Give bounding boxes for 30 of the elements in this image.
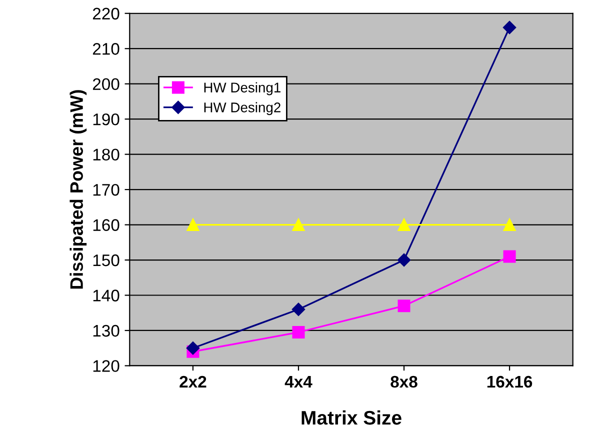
y-tick-label: 160 — [93, 219, 120, 231]
y-tick-label: 190 — [93, 113, 120, 126]
y-tick-label: 150 — [93, 254, 120, 266]
x-tick-label: 2x2 — [180, 376, 206, 388]
y-tick-label: 200 — [92, 78, 120, 90]
y-tick-label: 130 — [93, 324, 120, 337]
x-tick-label: 8x8 — [390, 376, 418, 388]
legend-label: HW Desing2 — [204, 102, 280, 116]
point — [503, 250, 516, 263]
point — [502, 20, 516, 34]
point — [292, 302, 306, 316]
y-tick-label: 120 — [93, 360, 120, 372]
x-axis-title: Matrix Size — [302, 410, 402, 425]
point — [503, 218, 516, 232]
y-tick-label: 220 — [92, 8, 120, 20]
y-axis-title: Dissipated Power (mW) — [70, 90, 87, 289]
y-tick-label: 210 — [92, 43, 120, 55]
point — [398, 300, 410, 312]
y-tick-label: 170 — [93, 184, 120, 196]
legend-label: HW Desing1 — [204, 82, 280, 96]
point — [186, 218, 200, 232]
point — [186, 342, 200, 355]
x-tick-label: 4x4 — [284, 376, 312, 388]
point — [292, 218, 305, 232]
x-tick-label: 16x16 — [487, 376, 532, 388]
point — [292, 326, 305, 338]
y-tick-label: 180 — [93, 148, 120, 161]
point — [398, 218, 410, 232]
y-tick-label: 140 — [93, 290, 120, 302]
point — [397, 253, 411, 267]
